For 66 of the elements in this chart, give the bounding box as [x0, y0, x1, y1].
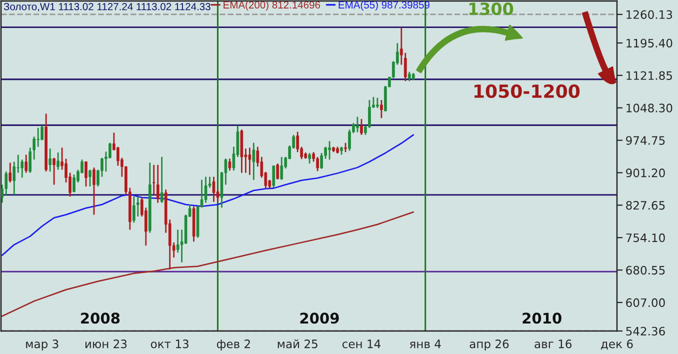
- candlestick: [108, 142, 112, 159]
- candlestick: [24, 154, 28, 174]
- candlestick: [308, 152, 311, 164]
- candlestick: [276, 162, 280, 180]
- candlestick: [272, 165, 276, 188]
- x-tick-label: май 25: [278, 339, 318, 348]
- candlestick: [132, 196, 136, 224]
- candlestick: [280, 156, 284, 181]
- line-series: [1, 134, 414, 256]
- candlestick: [136, 196, 140, 218]
- candlestick: [84, 160, 88, 188]
- y-tick-label: 607.00: [626, 298, 665, 308]
- candlestick: [344, 142, 347, 153]
- annotation: 2008: [81, 312, 120, 324]
- x-tick-label: янв 4: [410, 340, 441, 348]
- candlestick: [380, 99, 383, 119]
- candlestick: [328, 140, 331, 160]
- y-tick-label: 1195.40: [626, 38, 672, 48]
- x-tick-label: июн 23: [85, 340, 127, 348]
- candlestick: [12, 161, 16, 196]
- candlestick: [52, 157, 56, 186]
- x-tick-label: дек 6: [601, 340, 633, 350]
- y-tick-label: 827.65: [626, 200, 665, 210]
- candlestick: [36, 127, 40, 148]
- chart-title: Золото,W1 1113.02 1127.24 1113.02 1124.33: [4, 2, 210, 12]
- x-tick-label: сен 14: [342, 340, 380, 348]
- candlestick: [348, 128, 351, 152]
- candlestick: [356, 116, 359, 133]
- candlestick: [48, 148, 52, 172]
- y-tick-label: 1048.30: [626, 104, 672, 112]
- annotation: 2009: [300, 312, 339, 324]
- annotation: 1050-1200: [474, 84, 580, 98]
- candlestick: [404, 52, 407, 82]
- candlestick: [88, 169, 92, 188]
- candlestick: [368, 99, 371, 129]
- x-tick-label: окт 13: [150, 340, 188, 348]
- candlestick: [160, 156, 164, 204]
- x-tick-label: авг 16: [534, 340, 572, 348]
- candlestick: [212, 176, 216, 203]
- x-tick-label: апр 26: [470, 340, 509, 350]
- x-tick-label: фев 2: [216, 340, 250, 350]
- candlestick: [20, 158, 24, 178]
- candlestick: [72, 174, 76, 193]
- candlestick: [156, 164, 160, 204]
- y-tick-label: 974.75: [626, 136, 665, 145]
- candlestick: [204, 176, 208, 204]
- annotation: 2010: [522, 312, 562, 324]
- candlestick: [408, 71, 411, 82]
- candlestick: [228, 158, 232, 172]
- y-tick-label: 1121.85: [626, 71, 672, 80]
- legend-label: EMA(200) 812.14696: [224, 1, 320, 11]
- candlestick: [360, 118, 363, 136]
- y-tick-label: 1260.13: [626, 10, 672, 19]
- x-tick-label: мар 3: [26, 340, 58, 350]
- candlestick: [92, 166, 96, 216]
- y-tick-label: 901.20: [626, 168, 665, 178]
- candlestick: [56, 152, 60, 170]
- candlestick: [252, 142, 256, 181]
- candlestick: [376, 97, 379, 109]
- y-tick-label: 680.55: [626, 266, 665, 275]
- y-tick-label: 542.36: [626, 326, 665, 336]
- candlestick: [248, 146, 252, 176]
- candlestick: [316, 156, 319, 172]
- annotation: 1300: [469, 2, 514, 16]
- candlestick: [8, 162, 12, 184]
- y-tick-label: 754.10: [626, 233, 665, 242]
